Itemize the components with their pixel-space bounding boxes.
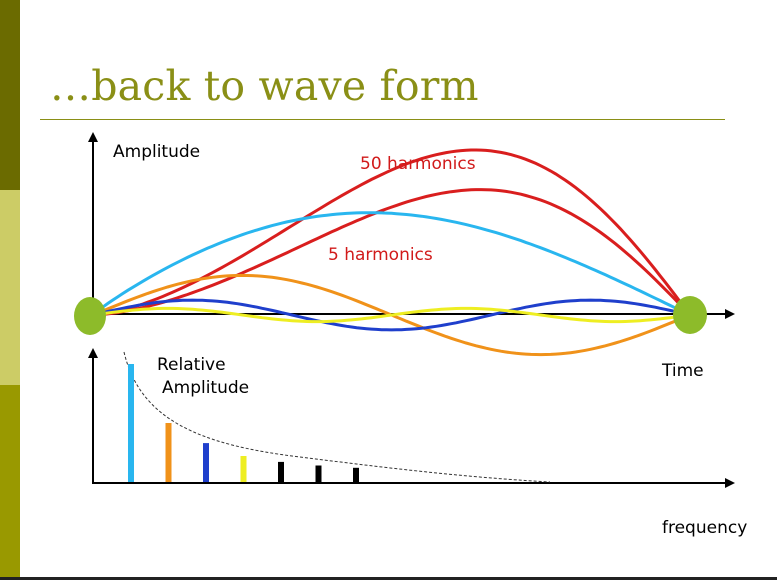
relative-amplitude-label-line2: Amplitude [162, 378, 249, 398]
slide-title: …back to wave form [50, 62, 479, 110]
bar-harmonic-5 [278, 461, 284, 482]
bottom-border [0, 577, 777, 580]
frequency-axis-label: frequency [662, 518, 747, 538]
sidebar-block-middle [0, 190, 20, 385]
end-point-marker [673, 296, 707, 334]
curve-red-upper [92, 148, 692, 317]
curve-light-blue [92, 211, 691, 317]
harmonic-bars [128, 364, 359, 482]
amplitude-axis-label: Amplitude [113, 142, 200, 162]
sidebar-accent [0, 0, 20, 580]
curve-red-lower [92, 188, 692, 317]
bar-harmonic-7 [353, 467, 359, 482]
five-harmonics-label: 5 harmonics [328, 245, 433, 265]
harmonic-curves [92, 148, 692, 357]
sidebar-block-bottom [0, 385, 20, 580]
bar-harmonic-6 [315, 465, 322, 482]
sidebar-block-top [0, 0, 20, 190]
time-axis-label: Time [661, 361, 704, 381]
start-point-marker [74, 297, 106, 335]
relative-amplitude-label-line1: Relative [157, 355, 226, 375]
bar-harmonic-3 [203, 443, 209, 482]
title-underline [40, 119, 725, 120]
curve-yellow [92, 306, 691, 324]
bar-harmonic-1 [128, 364, 134, 482]
fifty-harmonics-label: 50 harmonics [360, 154, 476, 174]
bar-harmonic-2 [165, 423, 172, 482]
bar-harmonic-4 [240, 456, 247, 482]
curve-dark-blue [92, 298, 691, 332]
